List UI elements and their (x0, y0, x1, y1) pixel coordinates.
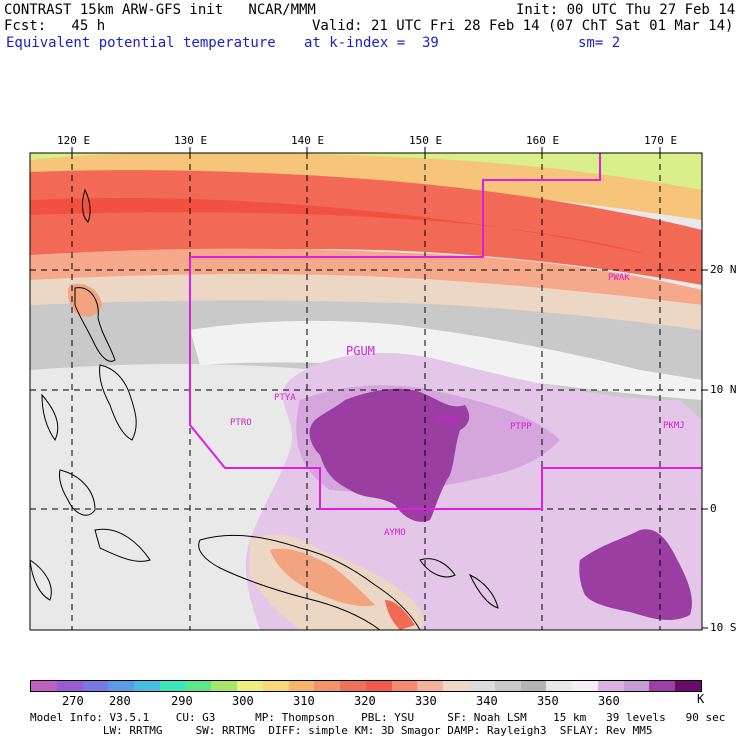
colorbar-swatch-14 (391, 681, 418, 691)
taiwan-coast (81, 188, 91, 223)
colorbar-swatch-22 (597, 681, 624, 691)
lat-label-10n: 10 N (710, 383, 737, 396)
station-ptya: PTYA (274, 393, 296, 403)
colorbar-tick-360: 360 (598, 694, 620, 708)
station-pkmj: PKMJ (663, 421, 685, 431)
lon-label-120: 120 E (57, 134, 91, 147)
station-ptro: PTRO (230, 418, 252, 428)
colorbar-swatch-12 (340, 681, 366, 691)
band-red (30, 170, 702, 285)
dark-purple-se (579, 529, 692, 621)
colorbar-swatch-1 (56, 681, 83, 691)
colorbar-swatch-24 (649, 681, 676, 691)
colorbar-swatch-3 (108, 681, 135, 691)
lon-label-150: 150 E (409, 134, 443, 147)
halmahera-coast (94, 528, 151, 562)
colorbar-swatch-2 (82, 681, 109, 691)
colorbar-tick-270: 270 (62, 694, 84, 708)
lat-label-equator: 0 (710, 502, 717, 515)
luzon-coast (74, 287, 116, 362)
colorbar-swatch-5 (159, 681, 186, 691)
colorbar-swatch-4 (134, 681, 160, 691)
colorbar-swatch-19 (520, 681, 547, 691)
band-deep-red (30, 198, 650, 255)
colorbar-swatch-15 (417, 681, 444, 691)
model-info-line2: LW: RRTMG SW: RRTMG DIFF: simple KM: 3D … (30, 724, 653, 737)
lon-label-140: 140 E (291, 134, 325, 147)
colorbar-swatch-6 (185, 681, 212, 691)
colorbar-swatch-13 (365, 681, 392, 691)
colorbar-swatch-20 (546, 681, 573, 691)
map-frame (29, 152, 703, 631)
init-time: Init: 00 UTC Thu 27 Feb 14 (516, 2, 736, 18)
smoothing: sm= 2 (578, 35, 621, 51)
model-info-line1: Model Info: V3.5.1 CU: G3 MP: Thompson P… (30, 711, 726, 724)
colorbar-tick-320: 320 (354, 694, 376, 708)
colorbar-unit: K (697, 692, 705, 706)
lat-label-20n: 20 N (710, 263, 737, 276)
station-pwak: PWAK (608, 273, 630, 283)
solomon-coast (468, 573, 499, 609)
station-ptpp: PTPP (510, 422, 532, 432)
station-pgum: PGUM (346, 344, 375, 358)
colorbar-swatch-9 (262, 681, 289, 691)
lon-label-130: 130 E (174, 134, 208, 147)
lon-label-160: 160 E (526, 134, 560, 147)
band-light (190, 320, 702, 400)
colorbar-swatch-17 (469, 681, 495, 691)
new-guinea-red (385, 600, 415, 630)
colorbar-swatch-11 (314, 681, 341, 691)
colorbar-swatch-25 (675, 681, 701, 691)
colorbar-tick-280: 280 (109, 694, 131, 708)
forecast-hour: Fcst: 45 h (4, 18, 106, 34)
colorbar-tick-310: 310 (293, 694, 315, 708)
colorbar-tick-290: 290 (171, 694, 193, 708)
colorbar-swatch-8 (237, 681, 263, 691)
station-ptkk: PTKK (436, 416, 458, 426)
valid-time: Valid: 21 UTC Fri 28 Feb 14 (07 ChT Sat … (312, 18, 734, 34)
palawan-coast (41, 393, 59, 441)
colorbar-swatch-0 (31, 681, 57, 691)
mindanao-coast (99, 364, 137, 441)
colorbar-swatch-21 (572, 681, 598, 691)
level-index: at k-index = 39 (304, 35, 439, 51)
dark-purple-core (309, 388, 470, 522)
region-boundary (189, 153, 702, 510)
colorbar-swatch-7 (211, 681, 238, 691)
colorbar-tick-300: 300 (232, 694, 254, 708)
colorbar-swatch-16 (443, 681, 470, 691)
colorbar (30, 680, 702, 692)
station-aymo: AYMO (384, 528, 406, 538)
new-britain-coast (419, 558, 456, 578)
west-coast (29, 558, 52, 601)
sulawesi-coast (59, 469, 96, 516)
model-title: CONTRAST 15km ARW-GFS init NCAR/MMM (4, 2, 316, 18)
colorbar-tick-350: 350 (537, 694, 559, 708)
lon-label-170: 170 E (644, 134, 678, 147)
field-name: Equivalent potential temperature (6, 35, 276, 51)
colorbar-tick-340: 340 (476, 694, 498, 708)
new-guinea-salmon (270, 548, 375, 607)
band-orange (30, 153, 702, 220)
colorbar-swatch-10 (288, 681, 315, 691)
colorbar-swatch-18 (494, 681, 521, 691)
lat-label-10s: 10 S (710, 621, 737, 634)
colorbar-swatch-23 (623, 681, 650, 691)
colorbar-tick-330: 330 (415, 694, 437, 708)
